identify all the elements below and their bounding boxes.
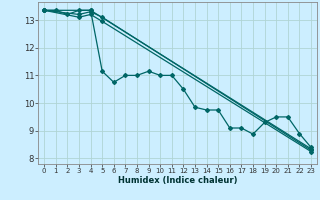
X-axis label: Humidex (Indice chaleur): Humidex (Indice chaleur) bbox=[118, 176, 237, 185]
